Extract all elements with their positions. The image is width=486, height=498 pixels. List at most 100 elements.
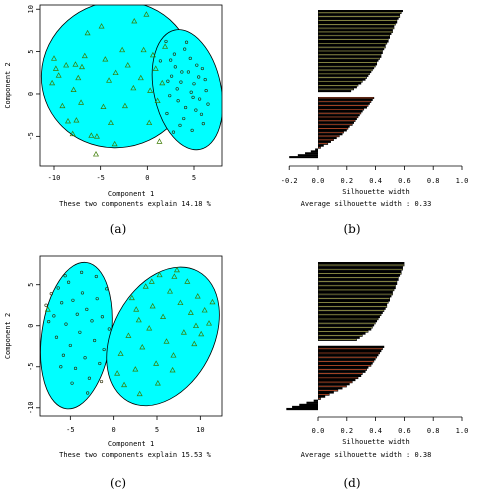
data-point-circle — [173, 65, 177, 69]
data-point-circle — [190, 128, 194, 133]
data-point-circle — [169, 58, 173, 62]
data-point-circle — [183, 47, 187, 51]
data-point-triangle — [143, 11, 150, 17]
data-point-circle — [172, 52, 176, 56]
data-point-triangle — [125, 332, 132, 338]
data-point-triangle — [65, 117, 71, 124]
data-point-triangle — [163, 338, 170, 344]
data-point-circle — [73, 366, 78, 371]
data-point-triangle — [167, 288, 173, 294]
data-point-circle — [186, 70, 190, 74]
data-point-circle — [102, 347, 106, 352]
data-point-triangle — [111, 140, 118, 147]
silhouette-bar — [318, 383, 350, 386]
data-point-circle — [184, 40, 189, 44]
silhouette-bar — [318, 102, 370, 105]
data-point-triangle — [201, 307, 208, 313]
silhouette-bar — [318, 121, 354, 124]
data-point-triangle — [131, 17, 138, 24]
data-point-triangle — [154, 97, 161, 104]
silhouette-bar — [318, 29, 393, 32]
data-point-triangle — [130, 84, 137, 91]
data-point-triangle — [52, 65, 59, 71]
data-point-triangle — [198, 330, 205, 337]
data-point-triangle — [140, 46, 147, 53]
silhouette-bar — [318, 82, 362, 85]
silhouette-bar — [318, 315, 380, 319]
silhouette-bar — [318, 125, 350, 128]
silhouette-bar — [318, 332, 366, 335]
data-point-triangle — [152, 65, 159, 71]
plot-frame — [39, 255, 223, 417]
x-tick-label: 1.0 — [456, 177, 469, 185]
data-point-triangle — [100, 103, 107, 109]
y-tick-label: 10 — [27, 5, 35, 13]
data-point-circle — [95, 297, 99, 301]
panel-label: (a) — [110, 222, 127, 236]
x-axis-label: Component 1 — [108, 440, 154, 448]
data-point-triangle — [81, 52, 88, 59]
data-point-triangle — [63, 62, 70, 68]
silhouette-bar — [318, 274, 401, 277]
silhouette-bar — [318, 106, 367, 109]
data-point-circle — [66, 280, 71, 284]
silhouette-bar — [318, 36, 390, 39]
silhouette-bar — [318, 311, 383, 314]
y-tick-label: 0 — [27, 324, 35, 328]
silhouette-bar — [318, 48, 385, 51]
data-point-circle — [201, 122, 205, 126]
silhouette-bar — [318, 51, 383, 55]
silhouette-bar — [318, 282, 398, 285]
data-point-triangle — [187, 309, 194, 315]
data-point-circle — [105, 287, 109, 291]
x-tick-label: 5 — [155, 426, 159, 434]
average-silhouette-note: Average silhouette width : 0.38 — [301, 451, 432, 459]
y-tick-label: -10 — [27, 401, 35, 414]
plot-area — [40, 5, 222, 157]
data-point-triangle — [132, 366, 139, 372]
data-point-circle — [94, 274, 98, 279]
data-point-triangle — [128, 294, 135, 301]
data-point-triangle — [88, 132, 95, 138]
silhouette-bar — [318, 144, 324, 147]
data-point-circle — [100, 315, 104, 319]
silhouette-bar — [318, 378, 356, 382]
y-tick-label: -5 — [27, 132, 35, 140]
panel-b-silhouette-plot: -0.2 0.0 0.2 0.4 0.6 0.8 1.0 Silhouette width Av… — [281, 10, 469, 236]
plot-frame — [39, 4, 223, 167]
x-tick-label: 10 — [196, 426, 204, 434]
data-point-circle — [179, 80, 183, 84]
data-point-circle — [52, 314, 56, 318]
silhouette-bar — [318, 358, 376, 361]
data-point-triangle — [136, 390, 143, 397]
y-tick-label: 5 — [27, 283, 35, 287]
silhouette-bar — [318, 295, 392, 298]
data-point-circle — [175, 87, 179, 91]
x-tick-label: 0.4 — [369, 427, 382, 435]
data-point-triangle — [119, 46, 126, 53]
data-point-triangle — [84, 29, 91, 36]
data-point-triangle — [147, 87, 154, 93]
data-point-triangle — [191, 340, 198, 347]
silhouette-bar — [318, 395, 326, 398]
data-point-triangle — [209, 298, 216, 305]
silhouette-bar — [318, 387, 343, 390]
x-tick-label: -0.2 — [281, 177, 298, 185]
data-point-circle — [203, 77, 207, 82]
data-point-triangle — [184, 278, 191, 284]
data-point-triangle — [206, 320, 212, 326]
data-point-circle — [176, 99, 180, 103]
data-point-triangle — [59, 102, 66, 109]
x-tick-label: 0.4 — [369, 177, 382, 185]
data-point-circle — [85, 307, 89, 311]
data-point-circle — [171, 130, 176, 134]
silhouette-bar — [318, 370, 366, 373]
silhouette-bar — [318, 303, 388, 306]
data-point-circle — [168, 94, 172, 98]
x-axis-label: Silhouette width — [342, 188, 409, 196]
x-tick-label: 0.2 — [340, 427, 353, 435]
silhouette-bar — [310, 150, 318, 153]
data-point-triangle — [69, 130, 76, 137]
data-point-circle — [195, 63, 199, 67]
